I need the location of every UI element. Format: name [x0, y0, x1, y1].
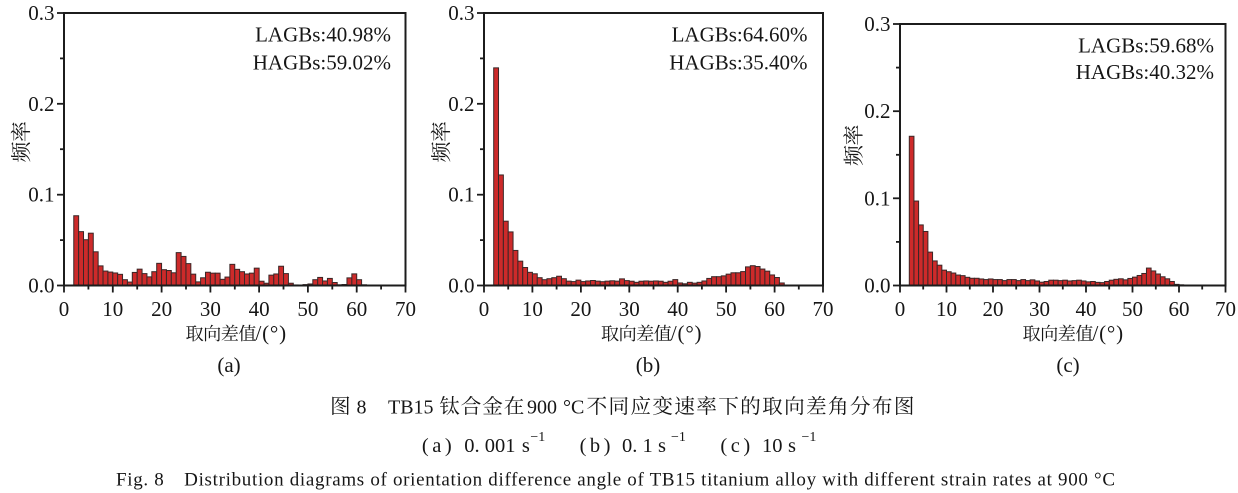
- svg-text:−1: −1: [530, 430, 545, 445]
- svg-text:s: s: [658, 435, 666, 457]
- svg-text:60: 60: [764, 297, 785, 321]
- svg-text:(c): (c): [720, 435, 750, 457]
- svg-text:HAGBs:59.02%: HAGBs:59.02%: [253, 51, 391, 75]
- svg-text:LAGBs:64.60%: LAGBs:64.60%: [672, 23, 808, 47]
- svg-text:HAGBs:40.32%: HAGBs:40.32%: [1076, 60, 1214, 84]
- svg-text:20: 20: [570, 297, 591, 321]
- svg-text:0.3: 0.3: [448, 1, 474, 25]
- svg-text:10: 10: [102, 297, 123, 321]
- svg-text:0.0: 0.0: [448, 274, 474, 298]
- svg-text:40: 40: [1076, 297, 1097, 321]
- svg-text:0.3: 0.3: [864, 12, 890, 36]
- svg-text:0: 0: [479, 297, 490, 321]
- svg-text:/(°): /(°): [256, 321, 287, 345]
- svg-text:(b): (b): [636, 353, 661, 377]
- svg-text:0. 001: 0. 001: [464, 435, 515, 457]
- svg-text:0.1: 0.1: [28, 183, 54, 207]
- svg-text:0.3: 0.3: [28, 1, 54, 25]
- svg-text:60: 60: [346, 297, 367, 321]
- svg-text:20: 20: [151, 297, 172, 321]
- svg-text:10: 10: [522, 297, 543, 321]
- svg-text:10: 10: [936, 297, 957, 321]
- svg-text:40: 40: [249, 297, 270, 321]
- svg-text:0: 0: [59, 297, 70, 321]
- svg-text:(a): (a): [217, 353, 240, 377]
- svg-text:/(°): /(°): [671, 321, 702, 345]
- svg-text:−1: −1: [671, 430, 686, 445]
- svg-text:10: 10: [762, 435, 783, 457]
- svg-text:HAGBs:35.40%: HAGBs:35.40%: [669, 51, 807, 75]
- svg-text:0.0: 0.0: [28, 274, 54, 298]
- svg-text:0.2: 0.2: [448, 92, 474, 116]
- svg-text:(a): (a): [422, 435, 452, 457]
- svg-text:60: 60: [1169, 297, 1190, 321]
- svg-text:0: 0: [895, 297, 906, 321]
- svg-text:40: 40: [667, 297, 688, 321]
- svg-text:50: 50: [1122, 297, 1143, 321]
- svg-text:70: 70: [813, 297, 834, 321]
- svg-text:°C: °C: [563, 396, 584, 418]
- svg-text:0.1: 0.1: [864, 186, 890, 210]
- svg-text:TB15: TB15: [388, 396, 434, 418]
- svg-text:50: 50: [716, 297, 737, 321]
- svg-text:s: s: [522, 435, 530, 457]
- svg-text:(b): (b): [580, 435, 611, 457]
- svg-text:20: 20: [983, 297, 1004, 321]
- svg-text:−1: −1: [802, 430, 817, 445]
- svg-text:(c): (c): [1056, 353, 1079, 377]
- svg-text:s: s: [788, 435, 796, 457]
- svg-text:0.2: 0.2: [864, 99, 890, 123]
- svg-text:Fig. 8 Distribution diagrams o: Fig. 8 Distribution diagrams of orientat…: [116, 470, 1115, 491]
- svg-text:50: 50: [297, 297, 318, 321]
- svg-text:900: 900: [527, 396, 557, 418]
- svg-text:LAGBs:59.68%: LAGBs:59.68%: [1078, 34, 1214, 58]
- svg-text:30: 30: [619, 297, 640, 321]
- svg-text:30: 30: [200, 297, 221, 321]
- svg-text:LAGBs:40.98%: LAGBs:40.98%: [255, 23, 391, 47]
- svg-text:8: 8: [357, 396, 367, 418]
- svg-text:70: 70: [395, 297, 416, 321]
- svg-text:/(°): /(°): [1093, 321, 1124, 345]
- svg-text:0. 1: 0. 1: [622, 435, 653, 457]
- svg-text:70: 70: [1215, 297, 1236, 321]
- svg-text:0.1: 0.1: [448, 183, 474, 207]
- svg-text:30: 30: [1029, 297, 1050, 321]
- svg-text:0.2: 0.2: [28, 92, 54, 116]
- svg-text:0.0: 0.0: [864, 274, 890, 298]
